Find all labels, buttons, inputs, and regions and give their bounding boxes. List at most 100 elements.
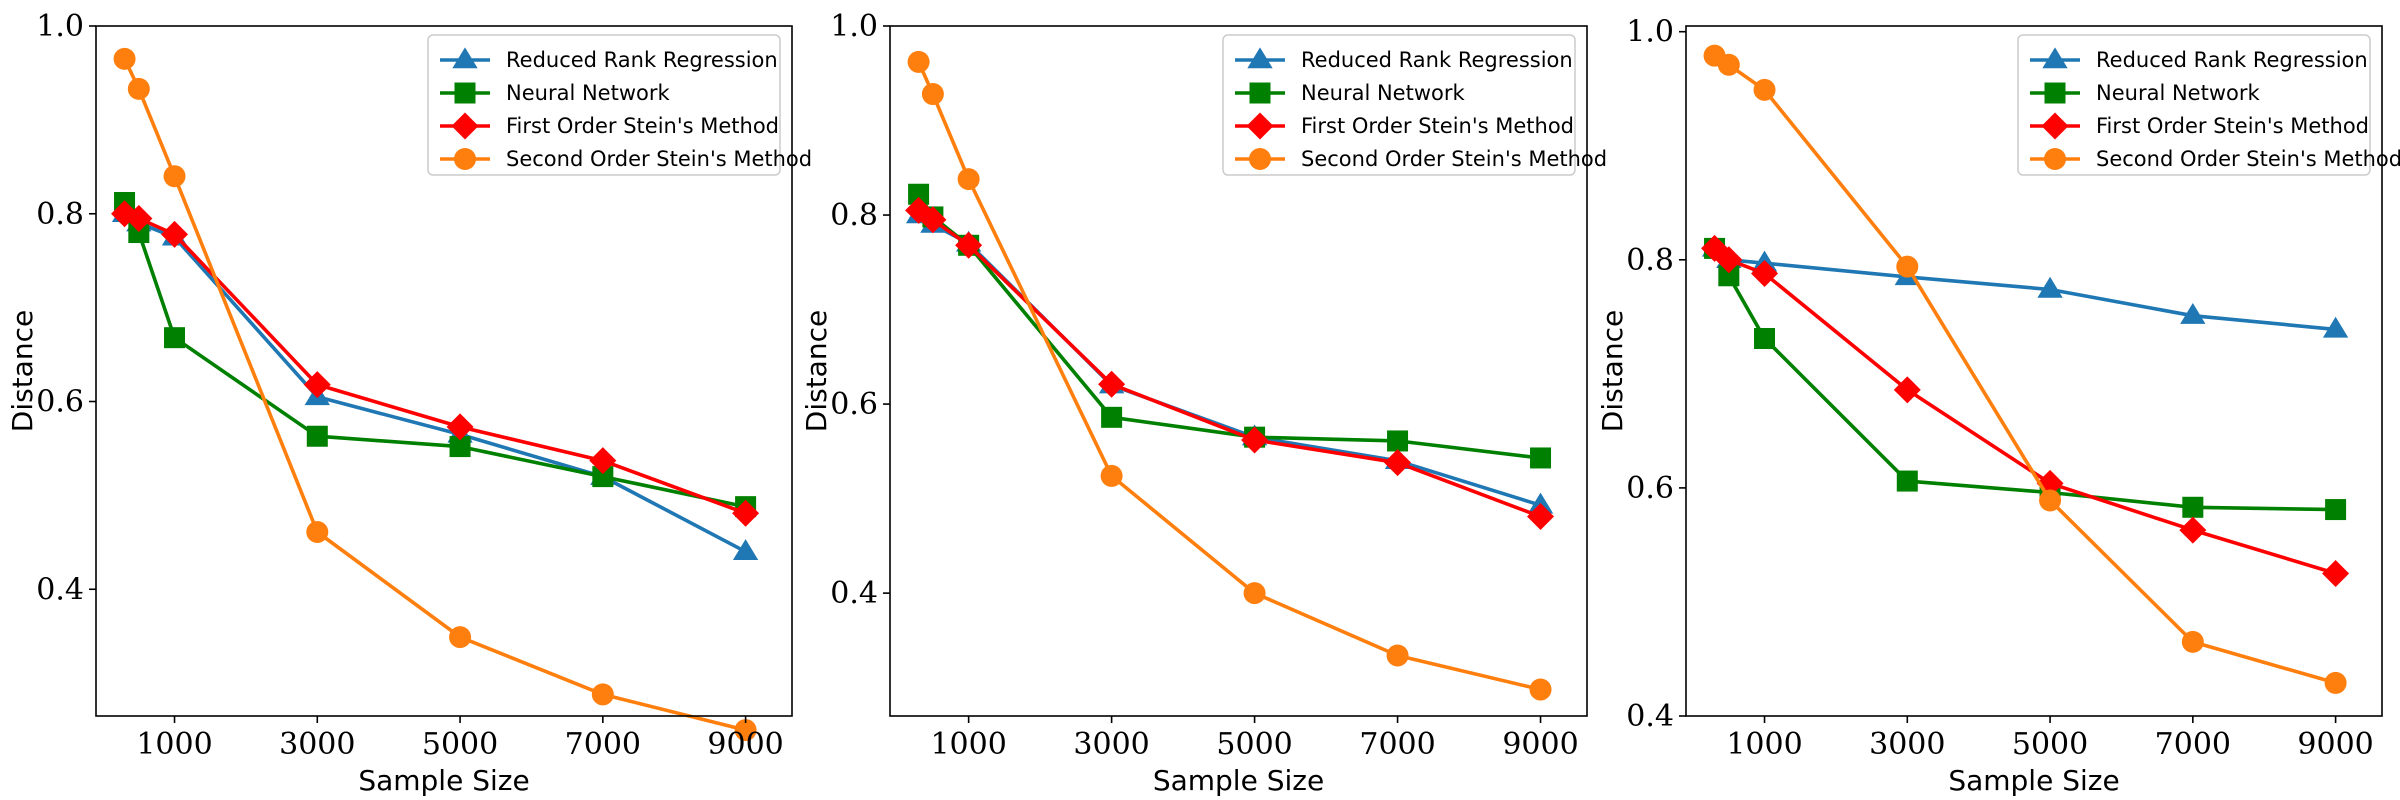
data-point — [2182, 496, 2204, 518]
x-tick-label: 5000 — [422, 727, 498, 762]
data-point — [957, 168, 980, 191]
x-tick-label: 7000 — [2155, 727, 2231, 762]
data-point — [113, 47, 136, 70]
legend: Reduced Rank Regression Neural Network Fir… — [1222, 34, 1607, 176]
data-point — [2322, 559, 2350, 587]
data-point — [449, 626, 472, 649]
legend: Reduced Rank Regression Neural Network Fir… — [427, 34, 812, 176]
data-point — [2181, 630, 2204, 653]
y-tick-label: 1.0 — [36, 9, 84, 44]
data-point — [919, 206, 947, 234]
data-point — [1243, 582, 1266, 605]
data-point — [1527, 492, 1554, 514]
x-tick-label: 7000 — [1359, 727, 1435, 762]
data-point — [1386, 644, 1409, 667]
data-point — [1754, 327, 1776, 349]
legend: Reduced Rank Regression Neural Network Fir… — [2017, 34, 2400, 176]
data-point — [592, 466, 614, 488]
series-line — [1713, 246, 2337, 576]
x-tick-label: 5000 — [1216, 727, 1292, 762]
y-tick-label: 0.6 — [36, 385, 84, 420]
series-3 — [111, 200, 760, 527]
x-tick-label: 3000 — [279, 727, 355, 762]
y-tick-label: 1.0 — [830, 9, 878, 44]
data-point — [303, 371, 331, 399]
legend-entry-label: Neural Network — [1301, 81, 1465, 105]
legend-entry-label: Reduced Rank Regression — [1301, 48, 1573, 72]
data-point — [446, 413, 474, 441]
x-axis-label: Sample Size — [358, 764, 529, 797]
data-point — [306, 521, 329, 543]
legend-entry-label: Neural Network — [506, 81, 670, 105]
y-tick-label: 1.0 — [1626, 15, 1674, 50]
plot-frame — [95, 25, 793, 717]
series-line — [1713, 246, 2336, 332]
data-point — [2037, 276, 2063, 298]
legend-marker — [1247, 47, 1273, 69]
legend-entry-label: Reduced Rank Regression — [2096, 48, 2368, 72]
x-axis-label: Sample Size — [1153, 764, 1324, 797]
data-point — [164, 327, 186, 349]
chart-panel-2: 1000 3000 5000 7000 9000 0.4 0.6 0.8 1.0 Sample S… — [800, 9, 1607, 797]
data-point — [732, 499, 760, 527]
data-point — [732, 539, 759, 560]
data-point — [1893, 376, 1921, 404]
series-line — [122, 201, 746, 509]
x-tick-label: 9000 — [1502, 727, 1578, 762]
legend-entry-label: First Order Stein's Method — [506, 114, 779, 138]
data-point — [1896, 470, 1918, 492]
legend-box — [2017, 34, 2371, 176]
y-tick-label: 0.4 — [830, 576, 878, 611]
data-point — [955, 231, 983, 259]
x-axis-label: Sample Size — [1948, 764, 2119, 797]
series-4 — [113, 47, 757, 742]
data-point — [734, 719, 757, 742]
legend-box — [1222, 34, 1576, 176]
data-point — [1241, 426, 1269, 454]
x-tick-label: 1000 — [930, 727, 1006, 762]
data-point — [2325, 499, 2347, 521]
y-axis-label: Distance — [800, 310, 833, 432]
legend-marker — [1249, 82, 1271, 104]
series-1 — [1701, 235, 2349, 338]
legend-entry-label: Second Order Stein's Method — [506, 147, 812, 171]
series-4 — [907, 50, 1552, 701]
series-2 — [1704, 237, 2347, 521]
y-tick-label: 0.6 — [1626, 471, 1674, 506]
y-tick-label: 0.4 — [1626, 699, 1674, 734]
legend-marker — [1246, 112, 1274, 140]
series-1 — [111, 201, 759, 560]
legend-marker — [1249, 148, 1271, 170]
data-point — [1753, 78, 1776, 101]
legend-marker — [454, 82, 476, 104]
data-point — [306, 425, 328, 447]
data-point — [2324, 671, 2347, 694]
data-point — [907, 50, 930, 73]
series-line — [123, 212, 747, 554]
data-point — [449, 436, 471, 458]
data-point — [1751, 259, 1779, 287]
legend-entry-label: Neural Network — [2096, 81, 2260, 105]
chart-panel-3: 1000 3000 5000 7000 9000 0.4 0.6 0.8 1.0 Sample S… — [1596, 15, 2400, 797]
x-tick-label: 3000 — [1869, 727, 1945, 762]
data-point — [1527, 503, 1555, 531]
data-point — [921, 83, 944, 106]
x-tick-label: 3000 — [1073, 727, 1149, 762]
x-tick-label: 1000 — [136, 727, 212, 762]
data-point — [163, 165, 186, 188]
legend-entry-label: First Order Stein's Method — [2096, 114, 2369, 138]
x-tick-label: 9000 — [707, 727, 783, 762]
data-point — [589, 447, 617, 475]
legend-entry-label: Reduced Rank Regression — [506, 48, 778, 72]
y-axis-label: Distance — [1596, 310, 1629, 432]
data-point — [1098, 370, 1126, 398]
legend-marker — [2041, 112, 2069, 140]
data-point — [127, 77, 150, 100]
series-2 — [114, 191, 757, 518]
x-tick-label: 9000 — [2297, 727, 2373, 762]
data-point — [2322, 316, 2349, 338]
data-point — [1718, 265, 1740, 287]
data-point — [2179, 516, 2207, 544]
plot-frame — [889, 25, 1588, 717]
